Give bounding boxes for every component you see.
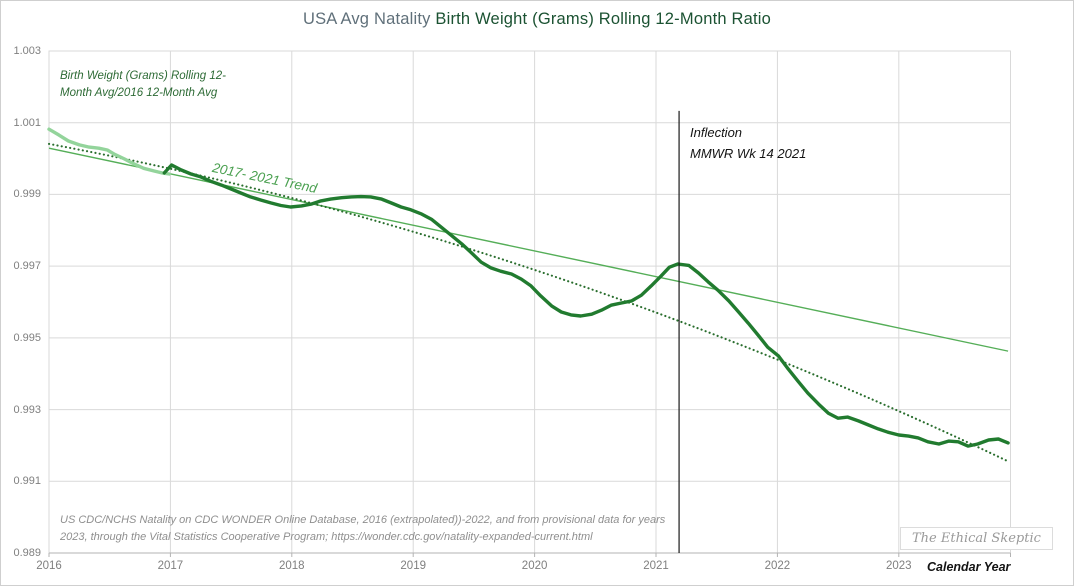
inflection-annotation: Inflection MMWR Wk 14 2021: [690, 125, 807, 162]
data-source-note: US CDC/NCHS Natality on CDC WONDER Onlin…: [60, 514, 666, 544]
chart-title-main: Birth Weight (Grams) Rolling 12-Month Ra…: [435, 10, 772, 28]
trend-line-solid: [48, 147, 1009, 352]
series-2016-extrapolated: [47, 127, 171, 176]
y-tick-label: 1.001: [13, 116, 41, 129]
watermark-badge: The Ethical Skeptic: [900, 527, 1053, 550]
x-tick-label: 2016: [36, 560, 62, 572]
y-tick-label: 0.997: [13, 260, 41, 273]
x-tick-label: 2018: [279, 560, 305, 572]
x-tick-label: 2019: [400, 560, 426, 572]
x-tick-label: 2017: [157, 560, 184, 572]
x-tick-label: 2020: [521, 560, 548, 572]
y-tick-label: 0.993: [13, 403, 41, 416]
x-tick-label: 2021: [643, 560, 669, 572]
y-tick-label: 1.003: [13, 45, 41, 57]
y-tick-label: 0.995: [13, 331, 41, 344]
x-tick-label: 2023: [886, 560, 912, 572]
chart-title: USA Avg Natality Birth Weight (Grams) Ro…: [1, 10, 1073, 29]
series-rolling-ratio: [162, 163, 1010, 448]
x-tick-label: 2022: [764, 560, 791, 572]
y-tick-label: 0.991: [13, 475, 41, 488]
trend-line-dotted: [47, 142, 1011, 463]
plot-border: [48, 50, 1011, 554]
y-tick-label: 0.999: [13, 188, 41, 201]
y-tick-label: 0.989: [13, 547, 41, 559]
chart-title-prefix: USA Avg Natality: [302, 10, 436, 28]
x-axis-title: Calendar Year: [927, 560, 1011, 574]
y-series-label: Birth Weight (Grams) Rolling 12- Month A…: [60, 70, 226, 100]
